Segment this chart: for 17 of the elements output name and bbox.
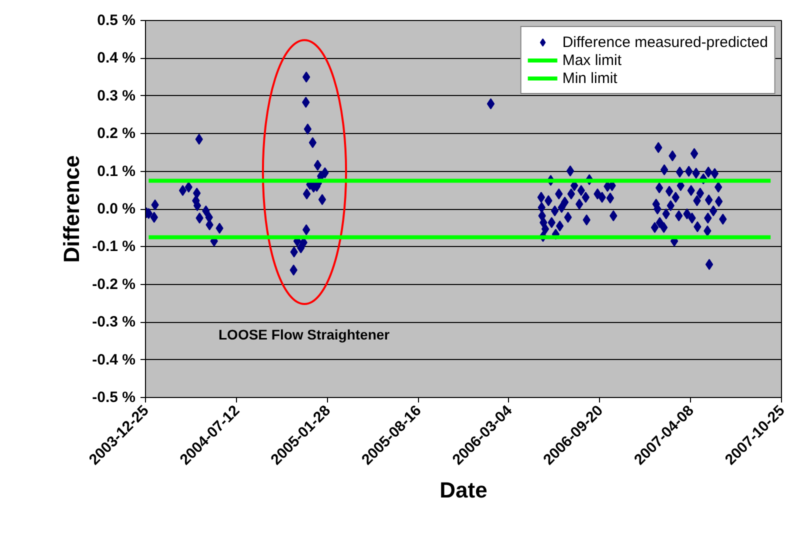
y-axis-title: Difference [59,155,84,263]
annotation: LOOSE Flow Straightener [218,326,390,342]
y-tick-label: 0.2 % [97,125,136,142]
y-tick-label: 0.0 % [97,200,136,218]
y-tick-label: -0.1 % [92,238,136,256]
y-tick-label: 0.4 % [97,50,136,67]
y-tick-label: 0.5 % [97,12,136,29]
y-tick-label: 0.3 % [97,87,136,104]
y-tick-label: -0.5 % [92,389,136,406]
y-tick-label: 0.1 % [97,162,136,180]
y-tick-label: -0.3 % [92,314,136,331]
y-tick-label: -0.4 % [92,351,136,368]
legend-label: Difference measured-predicted [562,33,768,51]
legend-label: Min limit [562,69,618,87]
y-tick-label: -0.2 % [92,276,136,293]
x-axis-title: Date [440,478,488,503]
legend-label: Max limit [562,51,622,69]
